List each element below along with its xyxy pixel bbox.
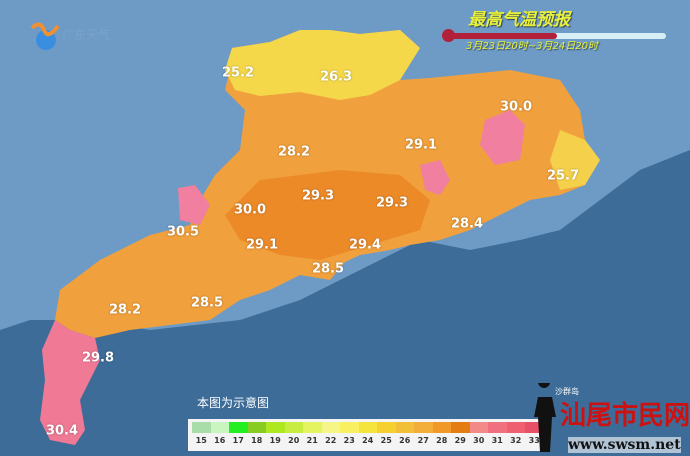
legend-swatch: [303, 422, 322, 433]
legend-swatch: [192, 422, 211, 433]
legend-swatch: [451, 422, 470, 433]
legend-tick: 21: [306, 436, 318, 445]
east-yellow-zone: [550, 130, 600, 190]
legend-swatch: [488, 422, 507, 433]
temperature-label: 30.5: [166, 224, 200, 240]
temperature-label: 29.1: [404, 137, 438, 153]
thermometer-bulb: [442, 29, 455, 42]
legend-tick: 15: [195, 436, 207, 445]
temperature-label: 28.5: [311, 261, 345, 277]
legend-tick: 28: [436, 436, 448, 445]
legend-tick: 31: [491, 436, 503, 445]
temperature-label: 30.4: [45, 423, 79, 439]
legend-tick: 25: [380, 436, 392, 445]
temperature-label: 29.3: [301, 188, 335, 204]
legend-swatch: [414, 422, 433, 433]
temperature-label: 29.8: [81, 350, 115, 366]
darker-orange-zone: [225, 170, 430, 260]
date-range: 3月23日20时~3月24日20时: [466, 41, 599, 52]
leizhou-peninsula: [40, 320, 100, 445]
watermark-figure: [534, 383, 556, 452]
legend-tick: 20: [288, 436, 300, 445]
legend-tick: 33: [528, 436, 540, 445]
legend-swatch: [377, 422, 396, 433]
hot-zone-east: [480, 110, 525, 165]
hot-zone-west: [178, 185, 210, 225]
north-yellow-zone: [225, 30, 420, 100]
legend-swatch: [506, 422, 525, 433]
watermark-url: www.swsm.net: [568, 437, 681, 453]
legend-swatch: [266, 422, 285, 433]
temperature-label: 29.4: [348, 237, 382, 253]
legend-tick: 16: [214, 436, 226, 445]
legend-swatch: [469, 422, 488, 433]
island-label: 沙群岛: [555, 387, 579, 396]
legend-swatch: [210, 422, 229, 433]
hot-zone-center: [420, 160, 450, 195]
temperature-label: 25.7: [546, 168, 580, 184]
legend-tick: 18: [251, 436, 263, 445]
legend-swatch: [229, 422, 248, 433]
temperature-label: 30.0: [233, 202, 267, 218]
legend-swatch: [247, 422, 266, 433]
legend-tick: 29: [454, 436, 466, 445]
legend-swatch: [358, 422, 377, 433]
color-legend: 15 16 17 18 19 20 21 22 23 24 25 26 27 28 29 30 31 32 33: [188, 419, 544, 451]
legend-swatch: [525, 422, 544, 433]
logo-text: 广东天气: [62, 28, 111, 42]
legend-tick: 19: [269, 436, 281, 445]
guangdong-weather-logo: [30, 22, 60, 50]
watermark-site-name: 汕尾市民网: [560, 401, 690, 431]
legend-tick: 27: [417, 436, 429, 445]
legend-swatch: [432, 422, 451, 433]
temperature-label: 29.1: [245, 237, 279, 253]
temperature-label: 29.3: [375, 195, 409, 211]
legend-tick: 17: [232, 436, 244, 445]
temperature-label: 28.5: [190, 295, 224, 311]
legend-swatch: [321, 422, 340, 433]
temperature-label: 28.4: [450, 216, 484, 232]
thermometer-bar: [442, 29, 666, 42]
thermometer-fill: [448, 33, 557, 39]
legend-tick: 26: [399, 436, 411, 445]
schematic-note: 本图为示意图: [197, 396, 270, 410]
temperature-label: 26.3: [319, 69, 353, 85]
temperature-label: 25.2: [221, 65, 255, 81]
legend-swatch: [395, 422, 414, 433]
legend-swatch: [284, 422, 303, 433]
legend-tick: 22: [325, 436, 337, 445]
temperature-label: 28.2: [277, 144, 311, 160]
legend-tick: 32: [510, 436, 522, 445]
legend-tick: 23: [343, 436, 355, 445]
map-title: 最高气温预报: [468, 10, 570, 30]
legend-tick: 30: [473, 436, 485, 445]
legend-tick: 24: [362, 436, 374, 445]
temperature-label: 28.2: [108, 302, 142, 318]
temperature-label: 30.0: [499, 99, 533, 115]
legend-swatch: [340, 422, 359, 433]
